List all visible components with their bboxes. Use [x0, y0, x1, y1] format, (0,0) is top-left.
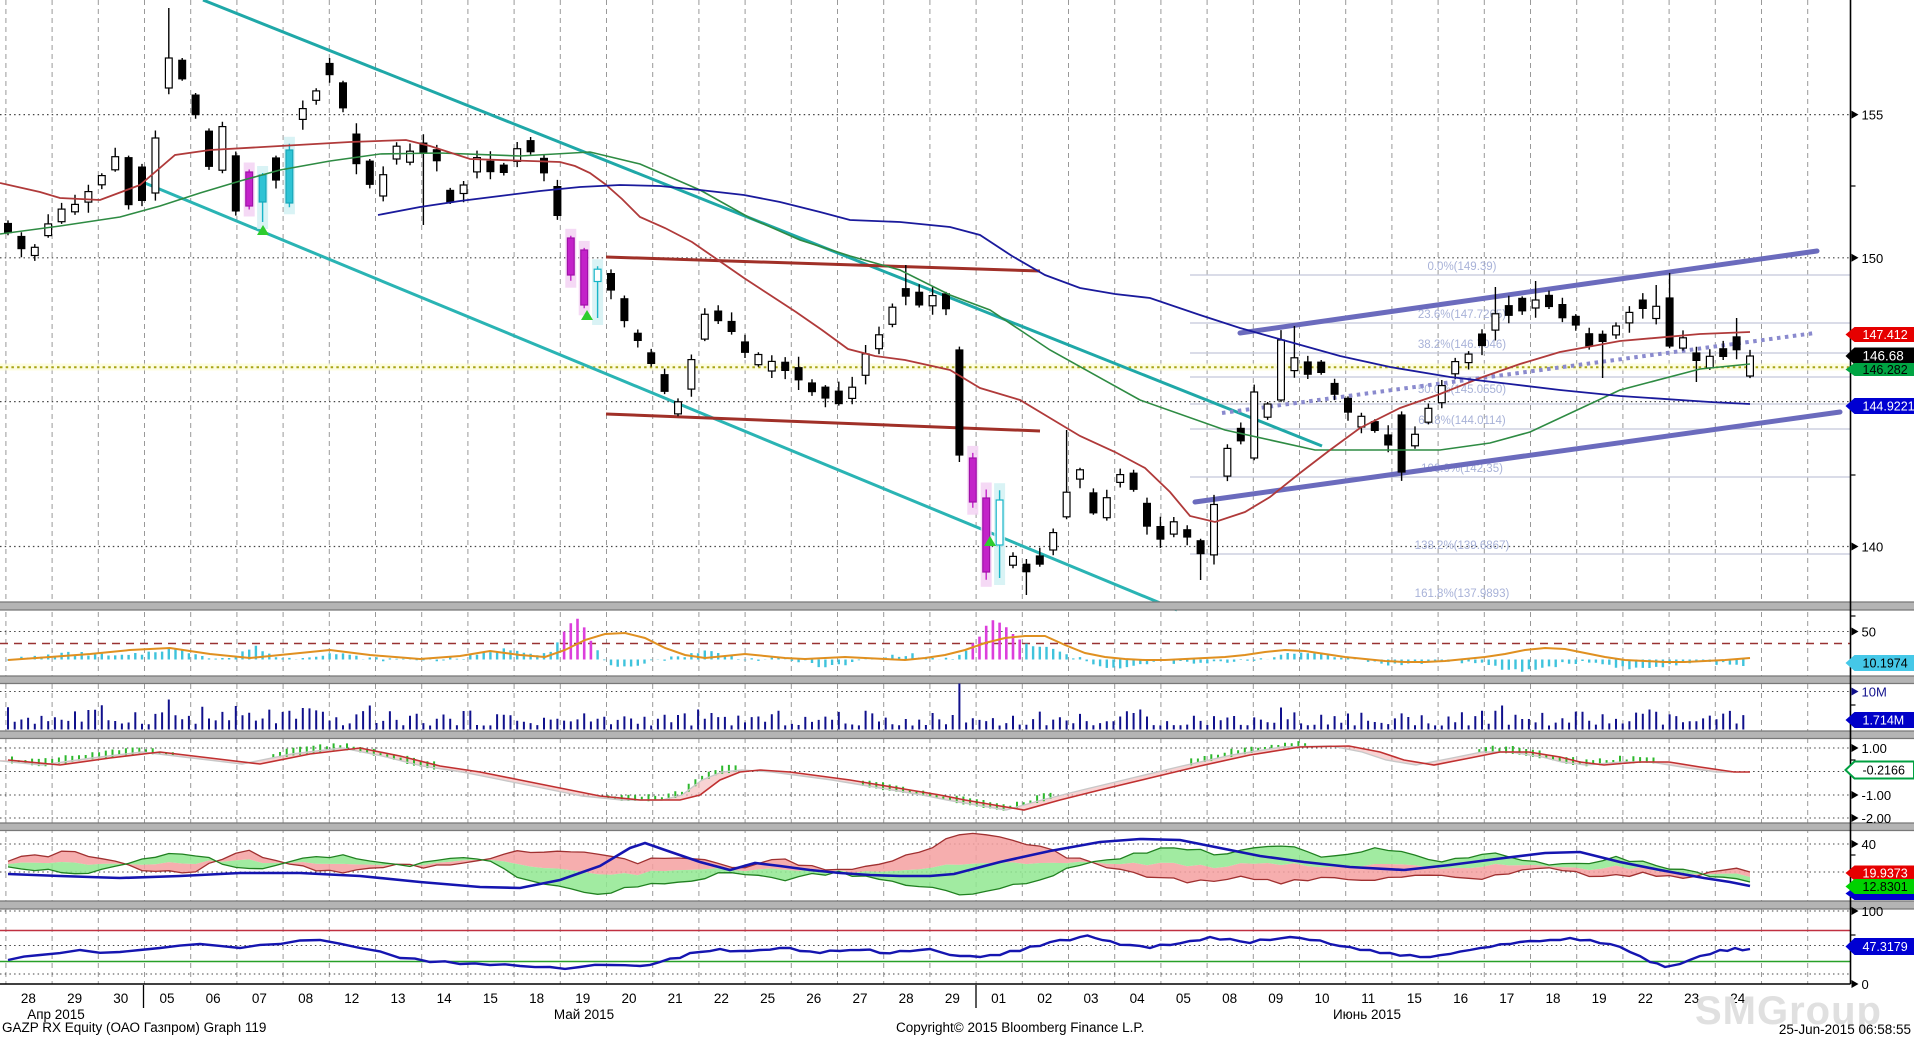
- svg-text:06: 06: [206, 991, 221, 1006]
- svg-text:146.68: 146.68: [1863, 349, 1904, 364]
- svg-text:40: 40: [1862, 837, 1876, 852]
- svg-text:161.8%(137.9893): 161.8%(137.9893): [1415, 588, 1510, 600]
- svg-text:23: 23: [1684, 991, 1699, 1006]
- svg-text:01: 01: [991, 991, 1006, 1006]
- svg-text:19.9373: 19.9373: [1863, 867, 1908, 881]
- svg-text:10M: 10M: [1862, 685, 1887, 700]
- svg-text:08: 08: [298, 991, 313, 1006]
- svg-text:27: 27: [852, 991, 867, 1006]
- svg-text:05: 05: [159, 991, 174, 1006]
- svg-text:29: 29: [945, 991, 960, 1006]
- svg-text:GAZP RX Equity (ОАО Газпром) G: GAZP RX Equity (ОАО Газпром) Graph 119: [2, 1020, 266, 1035]
- svg-text:144.9221: 144.9221: [1863, 400, 1914, 414]
- svg-text:24: 24: [1730, 991, 1746, 1006]
- svg-text:Copyright© 2015 Bloomberg Fina: Copyright© 2015 Bloomberg Finance L.P.: [896, 1020, 1144, 1035]
- svg-text:19: 19: [575, 991, 590, 1006]
- svg-text:02: 02: [1037, 991, 1052, 1006]
- svg-text:1.00: 1.00: [1862, 741, 1887, 756]
- svg-text:-0.2166: -0.2166: [1863, 764, 1905, 778]
- svg-text:38.2%(146.7046): 38.2%(146.7046): [1418, 339, 1506, 351]
- svg-text:20: 20: [621, 991, 636, 1006]
- svg-text:22: 22: [714, 991, 729, 1006]
- svg-text:138.2%(139.6867): 138.2%(139.6867): [1415, 540, 1510, 552]
- svg-text:04: 04: [1130, 991, 1146, 1006]
- svg-text:18: 18: [529, 991, 544, 1006]
- svg-text:03: 03: [1083, 991, 1098, 1006]
- svg-text:0: 0: [1862, 977, 1869, 992]
- svg-text:-1.00: -1.00: [1862, 788, 1892, 803]
- svg-text:19: 19: [1592, 991, 1607, 1006]
- svg-text:26: 26: [806, 991, 821, 1006]
- svg-text:30: 30: [113, 991, 128, 1006]
- svg-text:Июнь 2015: Июнь 2015: [1333, 1007, 1401, 1022]
- svg-text:25: 25: [760, 991, 775, 1006]
- svg-text:50: 50: [1862, 625, 1876, 640]
- svg-text:-2.00: -2.00: [1862, 811, 1892, 826]
- svg-text:0.0%(149.39): 0.0%(149.39): [1427, 261, 1496, 273]
- svg-text:11: 11: [1361, 991, 1375, 1006]
- svg-text:28: 28: [899, 991, 914, 1006]
- svg-text:47.3179: 47.3179: [1863, 940, 1908, 954]
- svg-text:147.412: 147.412: [1863, 328, 1908, 342]
- svg-text:07: 07: [252, 991, 267, 1006]
- svg-text:155: 155: [1862, 108, 1884, 123]
- svg-text:25-Jun-2015 06:58:55: 25-Jun-2015 06:58:55: [1779, 1022, 1911, 1037]
- svg-text:146.282: 146.282: [1863, 363, 1908, 377]
- svg-text:22: 22: [1638, 991, 1653, 1006]
- svg-text:Апр 2015: Апр 2015: [27, 1007, 85, 1022]
- svg-text:61.8%(144.0114): 61.8%(144.0114): [1418, 415, 1506, 427]
- svg-text:05: 05: [1176, 991, 1191, 1006]
- svg-text:15: 15: [483, 991, 498, 1006]
- svg-text:12.8301: 12.8301: [1863, 880, 1908, 894]
- svg-text:1.714M: 1.714M: [1863, 714, 1905, 728]
- svg-text:08: 08: [1222, 991, 1237, 1006]
- svg-text:18: 18: [1545, 991, 1560, 1006]
- svg-text:15: 15: [1407, 991, 1422, 1006]
- svg-text:13: 13: [390, 991, 405, 1006]
- svg-text:29: 29: [67, 991, 82, 1006]
- svg-text:09: 09: [1268, 991, 1283, 1006]
- svg-text:Май 2015: Май 2015: [554, 1007, 614, 1022]
- svg-text:28: 28: [21, 991, 36, 1006]
- svg-text:16: 16: [1453, 991, 1468, 1006]
- svg-text:SMGroup: SMGroup: [1695, 989, 1882, 1033]
- svg-text:17: 17: [1499, 991, 1514, 1006]
- svg-text:14: 14: [437, 991, 453, 1006]
- svg-text:12: 12: [344, 991, 359, 1006]
- svg-text:150: 150: [1862, 251, 1884, 266]
- svg-text:23.6%(147.7265): 23.6%(147.7265): [1418, 309, 1506, 321]
- svg-text:100: 100: [1862, 904, 1884, 919]
- svg-text:140: 140: [1862, 540, 1884, 555]
- svg-text:21: 21: [668, 991, 683, 1006]
- svg-text:10: 10: [1314, 991, 1329, 1006]
- svg-text:10.1974: 10.1974: [1863, 657, 1908, 671]
